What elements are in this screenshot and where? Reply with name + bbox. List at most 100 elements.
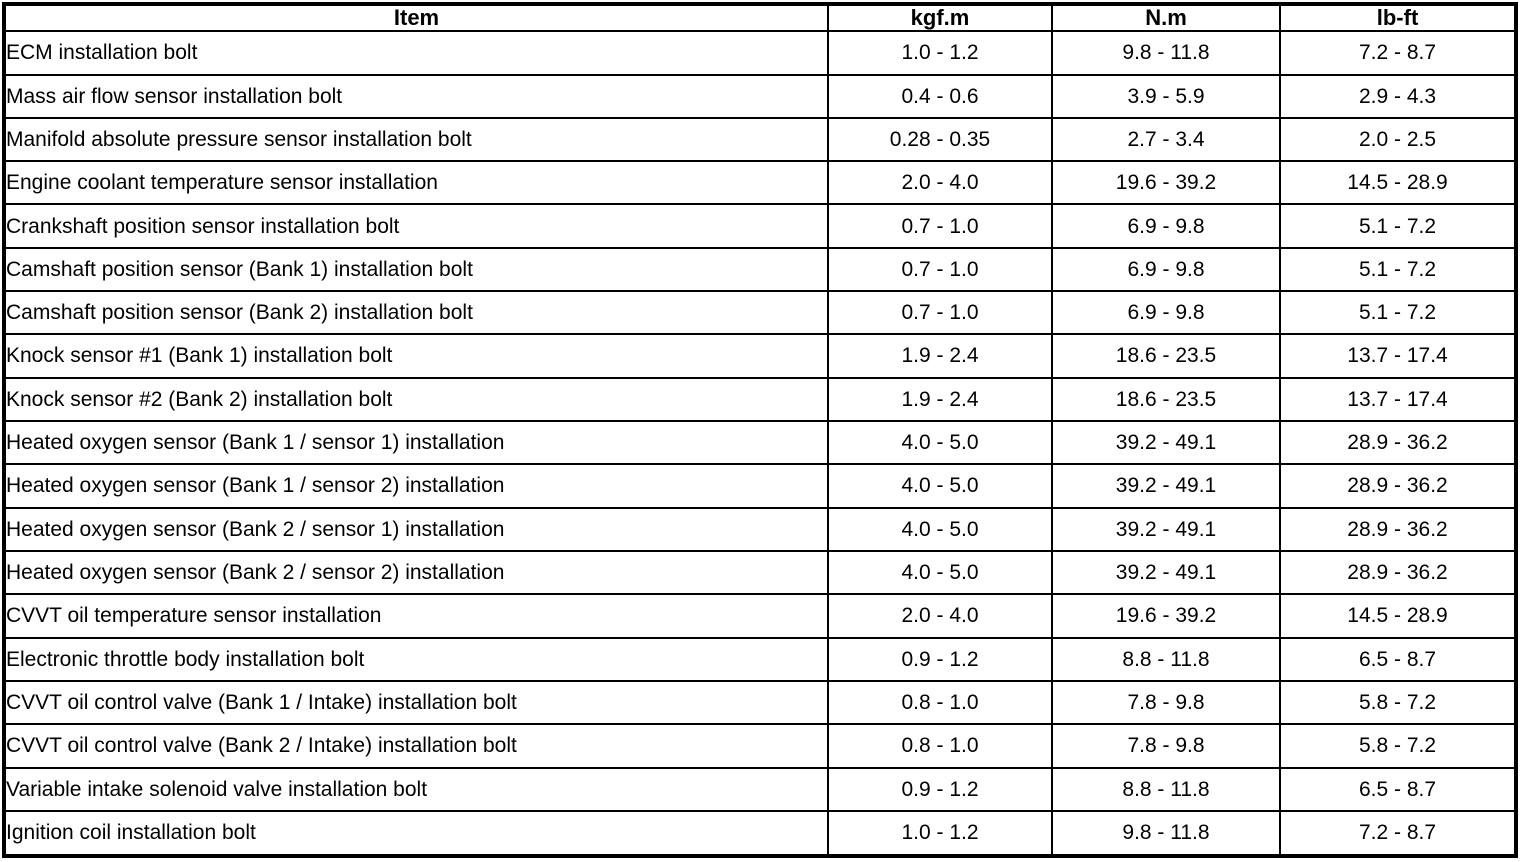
item-cell: Ignition coil installation bolt [3,809,829,858]
nm-cell: 18.6 - 23.5 [1051,333,1281,379]
lbft-cell: 28.9 - 36.2 [1279,506,1517,552]
nm-cell: 39.2 - 49.1 [1051,506,1281,552]
lbft-cell: 28.9 - 36.2 [1279,463,1517,509]
nm-cell: 8.8 - 11.8 [1051,766,1281,812]
table-row: CVVT oil control valve (Bank 1 / Intake)… [3,679,1517,726]
nm-cell: 19.6 - 39.2 [1051,593,1281,639]
nm-cell: 9.8 - 11.8 [1051,809,1281,858]
nm-cell: 6.9 - 9.8 [1051,290,1281,336]
nm-cell: 39.2 - 49.1 [1051,419,1281,466]
table-row: Crankshaft position sensor installation … [3,203,1517,249]
table-row: Electronic throttle body installation bo… [3,636,1517,682]
table-row: Manifold absolute pressure sensor instal… [3,116,1517,163]
lbft-cell: 2.0 - 2.5 [1279,116,1517,163]
nm-cell: 39.2 - 49.1 [1051,549,1281,596]
item-cell: Mass air flow sensor installation bolt [3,73,829,119]
kgfm-cell: 1.0 - 1.2 [827,809,1053,858]
kgfm-cell: 2.0 - 4.0 [827,593,1053,639]
column-header-item: Item [3,2,829,33]
item-cell: Heated oxygen sensor (Bank 2 / sensor 2)… [3,549,829,596]
item-cell: Heated oxygen sensor (Bank 1 / sensor 1)… [3,419,829,466]
lbft-cell: 6.5 - 8.7 [1279,636,1517,682]
table-row: Mass air flow sensor installation bolt 0… [3,73,1517,119]
lbft-cell: 5.8 - 7.2 [1279,723,1517,769]
kgfm-cell: 1.9 - 2.4 [827,333,1053,379]
kgfm-cell: 0.7 - 1.0 [827,203,1053,249]
nm-cell: 18.6 - 23.5 [1051,376,1281,423]
kgfm-cell: 0.7 - 1.0 [827,246,1053,293]
table-body: ECM installation bolt 1.0 - 1.2 9.8 - 11… [3,30,1517,858]
lbft-cell: 14.5 - 28.9 [1279,593,1517,639]
item-cell: Manifold absolute pressure sensor instal… [3,116,829,163]
table-row: Heated oxygen sensor (Bank 1 / sensor 2)… [3,463,1517,509]
item-cell: CVVT oil control valve (Bank 2 / Intake)… [3,723,829,769]
item-cell: Knock sensor #2 (Bank 2) installation bo… [3,376,829,423]
item-cell: Electronic throttle body installation bo… [3,636,829,682]
table-row: Heated oxygen sensor (Bank 1 / sensor 1)… [3,419,1517,466]
table-row: Heated oxygen sensor (Bank 2 / sensor 2)… [3,549,1517,596]
table-row: Ignition coil installation bolt 1.0 - 1.… [3,809,1517,858]
kgfm-cell: 0.7 - 1.0 [827,290,1053,336]
item-cell: ECM installation bolt [3,30,829,76]
lbft-cell: 5.8 - 7.2 [1279,679,1517,726]
kgfm-cell: 0.8 - 1.0 [827,723,1053,769]
kgfm-cell: 4.0 - 5.0 [827,506,1053,552]
lbft-cell: 5.1 - 7.2 [1279,203,1517,249]
kgfm-cell: 1.0 - 1.2 [827,30,1053,76]
item-cell: CVVT oil temperature sensor installation [3,593,829,639]
kgfm-cell: 0.4 - 0.6 [827,73,1053,119]
lbft-cell: 28.9 - 36.2 [1279,419,1517,466]
nm-cell: 6.9 - 9.8 [1051,203,1281,249]
nm-cell: 3.9 - 5.9 [1051,73,1281,119]
item-cell: Engine coolant temperature sensor instal… [3,160,829,206]
nm-cell: 9.8 - 11.8 [1051,30,1281,76]
header-row: Item kgf.m N.m lb-ft [3,2,1517,33]
lbft-cell: 13.7 - 17.4 [1279,376,1517,423]
nm-cell: 7.8 - 9.8 [1051,679,1281,726]
table-row: Camshaft position sensor (Bank 2) instal… [3,290,1517,336]
table-row: Camshaft position sensor (Bank 1) instal… [3,246,1517,293]
item-cell: CVVT oil control valve (Bank 1 / Intake)… [3,679,829,726]
column-header-kgfm: kgf.m [827,2,1053,33]
kgfm-cell: 4.0 - 5.0 [827,463,1053,509]
lbft-cell: 2.9 - 4.3 [1279,73,1517,119]
table-row: CVVT oil control valve (Bank 2 / Intake)… [3,723,1517,769]
kgfm-cell: 4.0 - 5.0 [827,419,1053,466]
nm-cell: 8.8 - 11.8 [1051,636,1281,682]
table-row: Variable intake solenoid valve installat… [3,766,1517,812]
item-cell: Heated oxygen sensor (Bank 2 / sensor 1)… [3,506,829,552]
lbft-cell: 28.9 - 36.2 [1279,549,1517,596]
kgfm-cell: 0.28 - 0.35 [827,116,1053,163]
item-cell: Camshaft position sensor (Bank 2) instal… [3,290,829,336]
item-cell: Knock sensor #1 (Bank 1) installation bo… [3,333,829,379]
table-row: ECM installation bolt 1.0 - 1.2 9.8 - 11… [3,30,1517,76]
column-header-lbft: lb-ft [1279,2,1517,33]
table-row: Engine coolant temperature sensor instal… [3,160,1517,206]
table-row: Knock sensor #1 (Bank 1) installation bo… [3,333,1517,379]
column-header-nm: N.m [1051,2,1281,33]
item-cell: Camshaft position sensor (Bank 1) instal… [3,246,829,293]
nm-cell: 39.2 - 49.1 [1051,463,1281,509]
kgfm-cell: 0.8 - 1.0 [827,679,1053,726]
nm-cell: 7.8 - 9.8 [1051,723,1281,769]
table-row: Knock sensor #2 (Bank 2) installation bo… [3,376,1517,423]
kgfm-cell: 1.9 - 2.4 [827,376,1053,423]
nm-cell: 6.9 - 9.8 [1051,246,1281,293]
table-row: Heated oxygen sensor (Bank 2 / sensor 1)… [3,506,1517,552]
lbft-cell: 14.5 - 28.9 [1279,160,1517,206]
kgfm-cell: 0.9 - 1.2 [827,766,1053,812]
lbft-cell: 6.5 - 8.7 [1279,766,1517,812]
lbft-cell: 13.7 - 17.4 [1279,333,1517,379]
kgfm-cell: 2.0 - 4.0 [827,160,1053,206]
lbft-cell: 7.2 - 8.7 [1279,30,1517,76]
item-cell: Heated oxygen sensor (Bank 1 / sensor 2)… [3,463,829,509]
table-row: CVVT oil temperature sensor installation… [3,593,1517,639]
lbft-cell: 5.1 - 7.2 [1279,290,1517,336]
nm-cell: 2.7 - 3.4 [1051,116,1281,163]
lbft-cell: 7.2 - 8.7 [1279,809,1517,858]
lbft-cell: 5.1 - 7.2 [1279,246,1517,293]
kgfm-cell: 4.0 - 5.0 [827,549,1053,596]
item-cell: Variable intake solenoid valve installat… [3,766,829,812]
